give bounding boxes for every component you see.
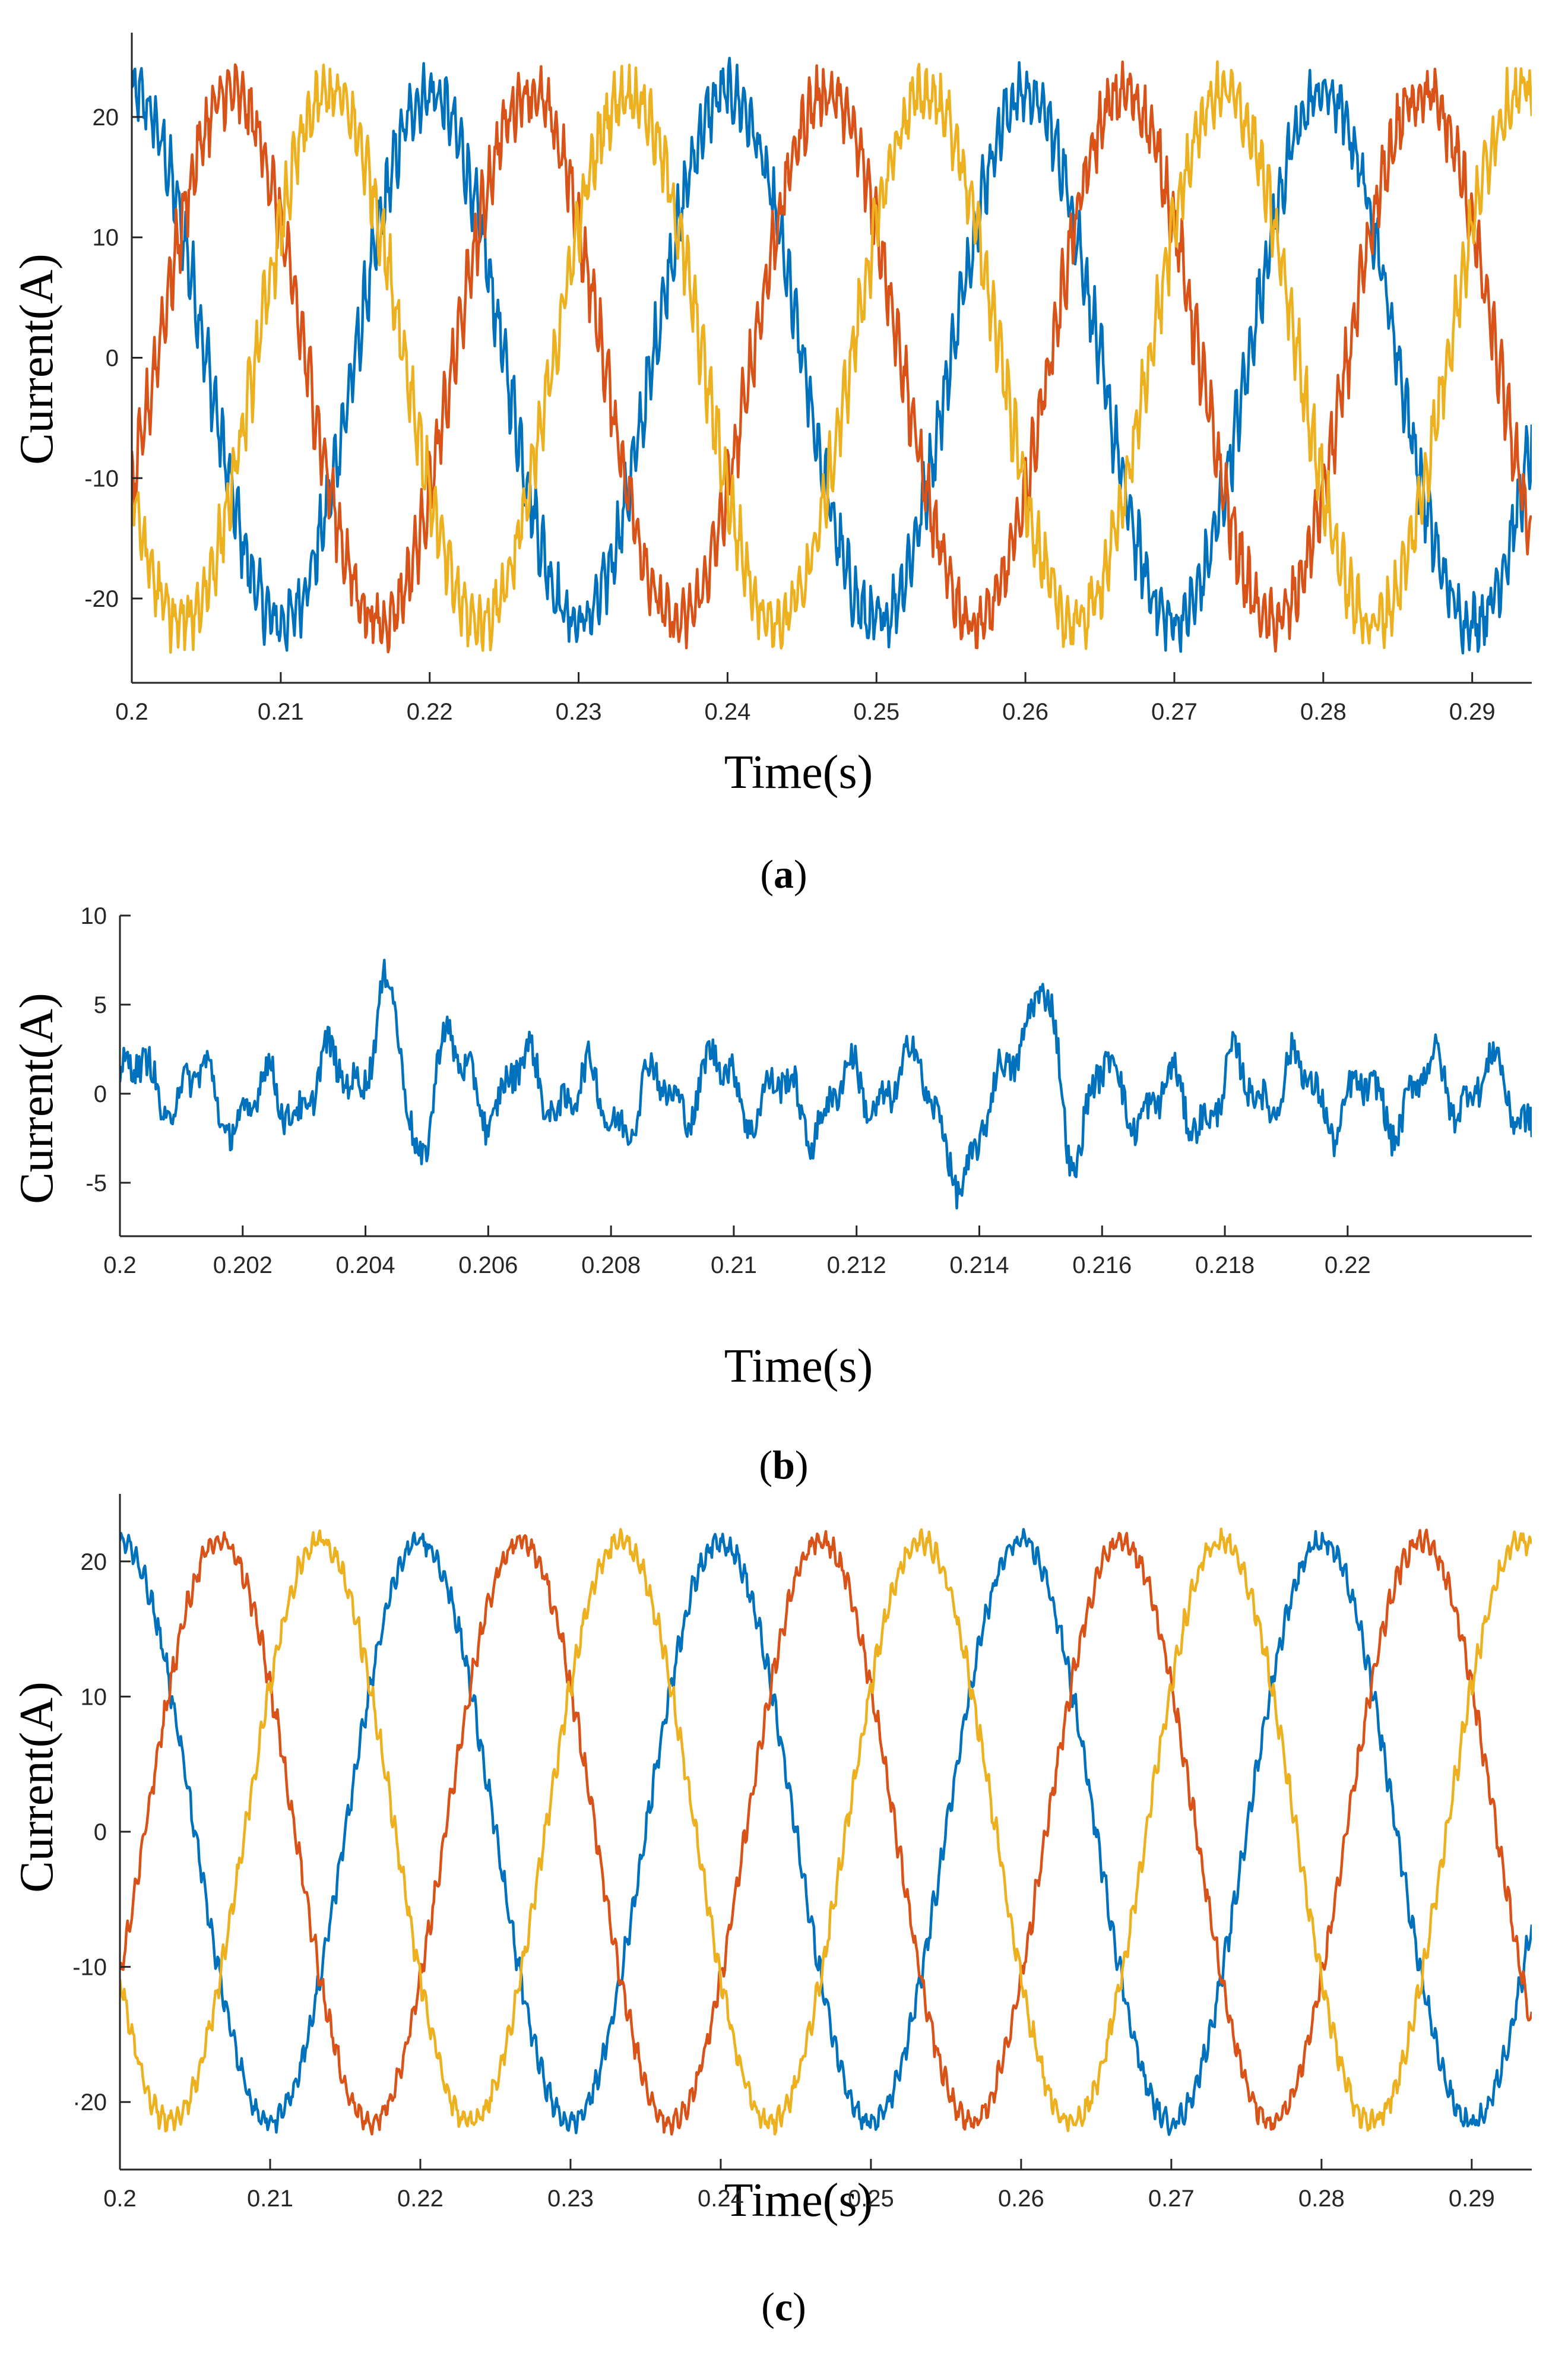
chart-b-y-tick-label: 0 [94, 1081, 107, 1107]
chart-c-x-tick-label: 0.22 [397, 2186, 444, 2212]
chart-c-x-tick-label: 0.26 [998, 2186, 1044, 2212]
chart-a-x-tick-label: 0.24 [704, 699, 750, 725]
panel-b-ylabel: Current(A) [11, 993, 63, 1204]
chart-a-x-tick-label: 0.22 [407, 699, 453, 725]
chart-a-x-tick-label: 0.29 [1449, 699, 1496, 725]
chart-a-x-tick-label: 0.2 [115, 699, 148, 725]
panel-c-caption: (c) [761, 2284, 806, 2329]
chart-a-y-tick-label: 10 [93, 225, 119, 251]
chart-b-y-tick-label: 10 [81, 903, 107, 929]
panel-c: Current(A) Time(s) (c) [11, 1682, 873, 2329]
chart-c-series-group [120, 1527, 1532, 2136]
chart-b-x-tick-label: 0.214 [949, 1252, 1009, 1278]
chart-c: 0.2 0.21 0.22 0.23 0.24 0.25 0.26 0.27 0.28 0.29 ·… [72, 1494, 1532, 2212]
chart-c-x-tick-label: 0.23 [547, 2186, 594, 2212]
chart-b-series-group [120, 958, 1532, 1210]
chart-b-x-tick-label: 0.216 [1072, 1252, 1132, 1278]
chart-a-series-group [132, 56, 1532, 655]
chart-c-x-tick-label: 0.27 [1148, 2186, 1195, 2212]
chart-a-y-tick-label: 20 [93, 104, 119, 131]
panel-b-xlabel: Time(s) [724, 1340, 873, 1392]
chart-b-x-tick-label: 0.212 [827, 1252, 886, 1278]
panel-a-ylabel: Current(A) [11, 254, 63, 464]
chart-c-y-tick-label: ·20 [72, 2089, 107, 2116]
chart-c-x-tick-label: 0.21 [247, 2186, 293, 2212]
chart-c-x-tick-label: 0.28 [1298, 2186, 1345, 2212]
chart-b-x-tick-label: 0.22 [1325, 1252, 1371, 1278]
chart-a-x-tick-label: 0.25 [853, 699, 899, 725]
panel-c-xlabel: Time(s) [724, 2174, 873, 2227]
chart-a-x-tick-label: 0.21 [258, 699, 304, 725]
chart-c-series-phase-a [120, 1528, 1532, 2136]
chart-a-x-tick-label: 0.23 [556, 699, 602, 725]
chart-b-x-tick-label: 0.21 [711, 1252, 757, 1278]
chart-a: 0.2 0.21 0.22 0.23 0.24 0.25 0.26 0.27 0.28 0.29 -… [84, 33, 1532, 725]
chart-c-x-tick-label: 0.25 [848, 2186, 894, 2212]
chart-b-y-tick-label: -5 [85, 1170, 107, 1196]
panel-a: Current(A) Time(s) (a) [11, 254, 873, 897]
chart-a-y-tick-label: -20 [84, 586, 119, 612]
panel-a-xlabel: Time(s) [724, 746, 873, 799]
chart-c-y-tick-label: 0 [94, 1819, 107, 1845]
chart-c-series-phase-b [120, 1528, 1532, 2136]
chart-a-x-tick-label: 0.28 [1300, 699, 1347, 725]
chart-b: 0.2 0.202 0.204 0.206 0.208 0.21 0.212 0.214 0.2… [81, 903, 1532, 1278]
chart-b-y-tick-label: 5 [94, 992, 107, 1018]
chart-b-x-tick-label: 0.204 [336, 1252, 395, 1278]
chart-c-x-tick-label: 0.2 [103, 2186, 137, 2212]
chart-b-x-tick-label: 0.206 [458, 1252, 518, 1278]
panel-b-caption: (b) [759, 1442, 808, 1487]
chart-a-series-phase-a [132, 56, 1532, 655]
chart-c-series-phase-c [120, 1527, 1532, 2136]
chart-a-y-tick-label: 0 [106, 346, 119, 372]
chart-a-y-tick-label: -10 [84, 466, 119, 492]
chart-a-x-tick-label: 0.26 [1002, 699, 1048, 725]
chart-a-series-phase-c [132, 60, 1532, 654]
chart-c-x-tick-label: 0.24 [698, 2186, 744, 2212]
panel-c-ylabel: Current(A) [11, 1682, 63, 1892]
chart-c-y-tick-label: 20 [81, 1549, 107, 1575]
panel-a-caption: (a) [760, 851, 807, 897]
chart-a-series-phase-b [132, 60, 1532, 654]
chart-a-x-tick-label: 0.27 [1151, 699, 1198, 725]
chart-c-x-tick-label: 0.29 [1449, 2186, 1495, 2212]
chart-b-series-current [120, 958, 1532, 1210]
chart-b-x-tick-label: 0.208 [581, 1252, 641, 1278]
chart-c-y-tick-label: -10 [72, 1955, 107, 1981]
panel-b: Current(A) Time(s) (b) [11, 993, 873, 1487]
chart-c-y-tick-label: 10 [81, 1684, 107, 1710]
chart-b-x-tick-label: 0.2 [103, 1252, 137, 1278]
chart-b-x-tick-label: 0.218 [1195, 1252, 1255, 1278]
chart-b-x-tick-label: 0.202 [213, 1252, 273, 1278]
